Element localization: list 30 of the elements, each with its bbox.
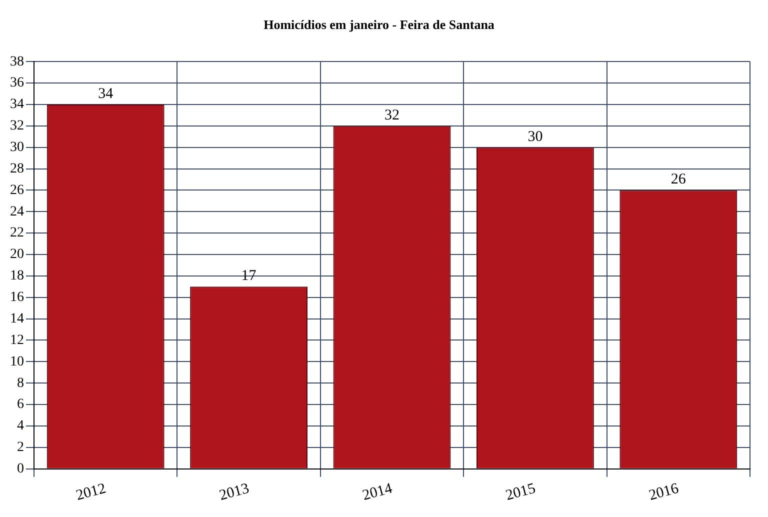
y-tick-label: 28 (10, 161, 24, 176)
data-label: 32 (384, 107, 400, 124)
y-tick-label: 38 (10, 54, 24, 70)
x-tick-label: 2016 (647, 480, 681, 504)
data-label: 34 (98, 86, 114, 102)
y-tick-label: 30 (10, 140, 24, 156)
y-tick-label: 26 (10, 182, 24, 198)
y-tick-label: 20 (10, 247, 24, 262)
y-tick-label: 4 (17, 418, 24, 434)
x-tick-label: 2012 (74, 480, 108, 504)
y-tick-label: 18 (10, 268, 24, 284)
data-label: 30 (528, 128, 543, 145)
x-tick-label: 2014 (360, 480, 395, 504)
y-tick-label: 2 (17, 440, 24, 456)
y-tick-label: 22 (10, 226, 24, 241)
x-tick-label: 2015 (504, 480, 538, 504)
y-tick-label: 14 (10, 311, 24, 326)
y-tick-label: 16 (10, 290, 24, 306)
y-tick-label: 0 (17, 462, 24, 477)
y-tick-label: 36 (10, 76, 24, 91)
chart-title: Homicídios em janeiro - Feira de Santana (264, 17, 495, 32)
y-tick-label: 6 (17, 397, 24, 412)
x-tick-label: 2013 (218, 480, 251, 504)
y-tick-label: 8 (17, 376, 24, 391)
data-label: 26 (670, 172, 686, 188)
y-tick-label: 12 (10, 332, 24, 348)
y-tick-label: 32 (10, 118, 24, 134)
y-tick-label: 24 (10, 204, 24, 220)
y-tick-label: 10 (10, 354, 24, 370)
y-tick-label: 34 (10, 97, 24, 112)
